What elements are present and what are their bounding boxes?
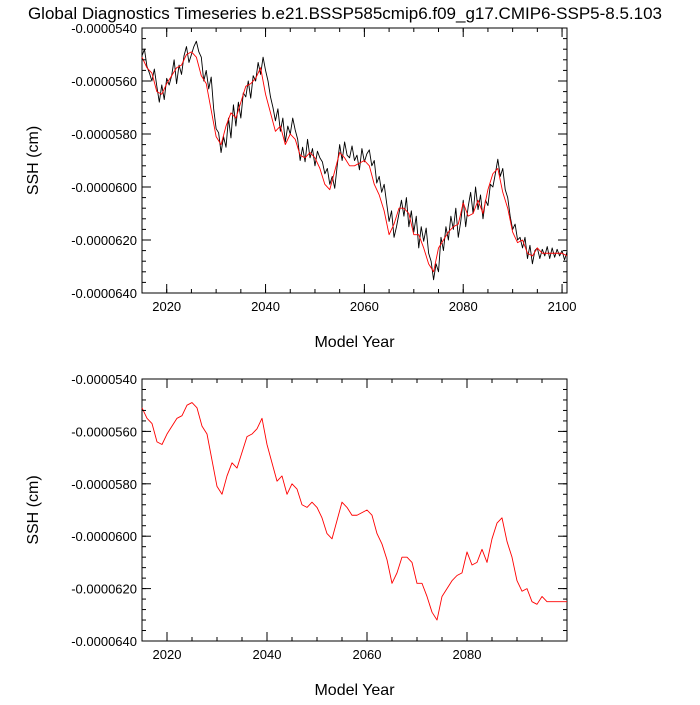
- chart-panel-top: 2020 2040 2060 2080 2100 -0.0000640 -0.0000620…: [25, 21, 577, 351]
- plot-frame: [141, 27, 568, 294]
- y-axis-title: SSH (cm): [25, 475, 42, 544]
- x-tick-label: 2080: [453, 647, 482, 662]
- x-tick-label: 2060: [350, 299, 379, 314]
- y-tick-label: -0.0000600: [71, 529, 137, 544]
- plot-frame: [141, 378, 568, 642]
- y-tick-label: -0.0000540: [71, 21, 137, 36]
- y-axis-title: SSH (cm): [25, 126, 42, 195]
- x-tick-label: 2020: [152, 299, 181, 314]
- y-tick-label: -0.0000620: [71, 582, 137, 597]
- annual-mean-line: [141, 402, 567, 621]
- annual-mean-line: [141, 51, 568, 273]
- x-tick-label: 2100: [548, 299, 577, 314]
- y-tick-label: -0.0000540: [71, 372, 137, 387]
- chart-panel-bottom: 2020 2040 2060 2080 -0.0000640 -0.0000620 -0.0…: [25, 372, 568, 699]
- x-tick-label: 2040: [251, 299, 280, 314]
- x-axis-title: Model Year: [314, 334, 395, 351]
- monthly-line: [141, 40, 568, 281]
- y-tick-label: -0.0000580: [71, 127, 137, 142]
- x-tick-label: 2080: [449, 299, 478, 314]
- x-tick-label: 2040: [253, 647, 282, 662]
- y-tick-label: -0.0000620: [71, 233, 137, 248]
- x-axis-title: Model Year: [314, 682, 395, 699]
- y-tick-label: -0.0000580: [71, 477, 137, 492]
- x-tick-label: 2060: [353, 647, 382, 662]
- x-tick-label: 2020: [153, 647, 182, 662]
- y-tick-label: -0.0000600: [71, 180, 137, 195]
- y-tick-label: -0.0000640: [71, 634, 137, 649]
- y-tick-label: -0.0000640: [71, 286, 137, 301]
- y-tick-label: -0.0000560: [71, 424, 137, 439]
- page-title: Global Diagnostics Timeseries b.e21.BSSP…: [28, 4, 662, 23]
- y-tick-label: -0.0000560: [71, 74, 137, 89]
